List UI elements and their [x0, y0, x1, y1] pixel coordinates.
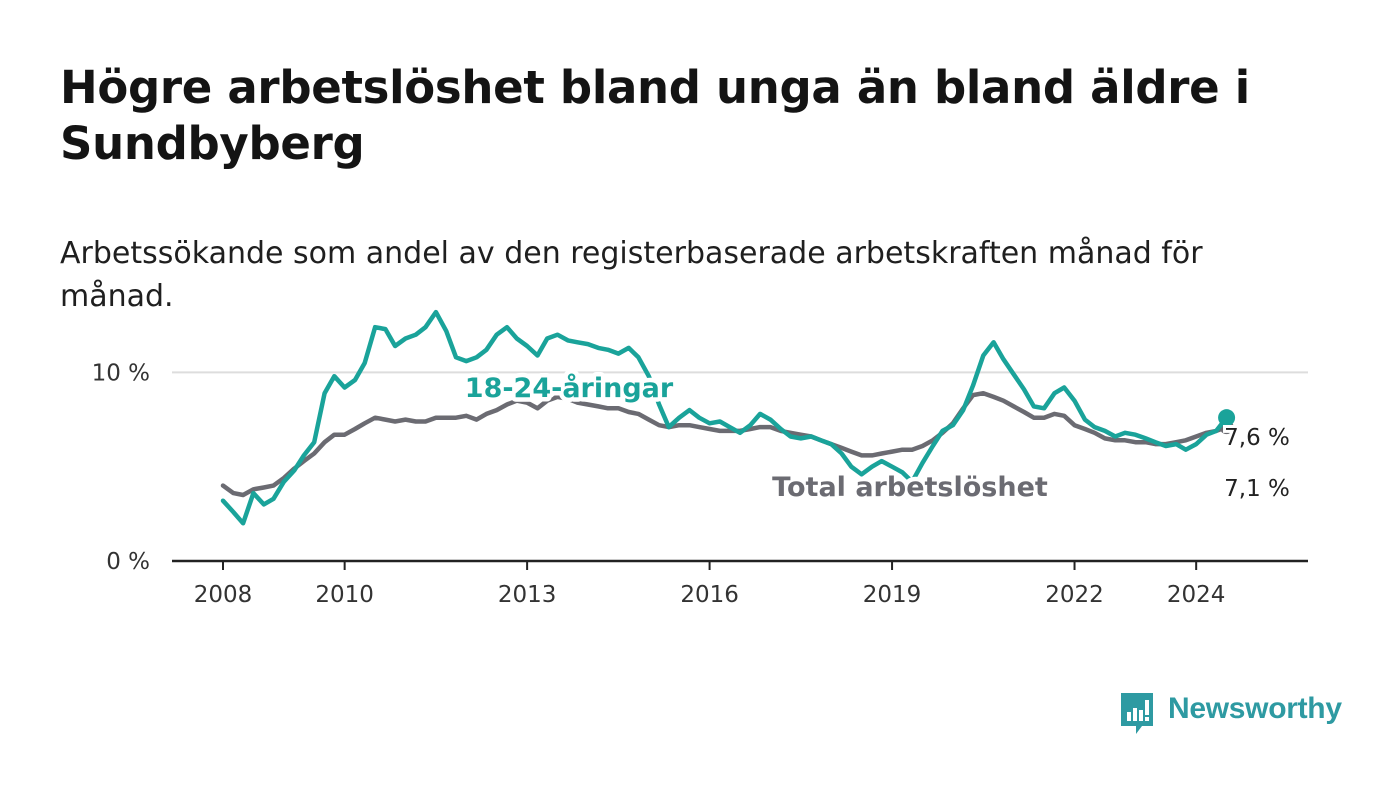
- series-label-young: 18-24-åringar: [465, 372, 674, 404]
- series-label-total: Total arbetslöshet: [772, 472, 1048, 503]
- newsworthy-logo-text: Newsworthy: [1168, 692, 1342, 725]
- labels: 0 % 10 % 2008 2010 2013 2016 2019 2022 2024 18-24…: [92, 360, 1293, 608]
- series-line-young: [220, 309, 1229, 526]
- chart-subtitle: Arbetssökande som andel av den registerb…: [60, 236, 1203, 314]
- series-lines: [220, 309, 1236, 526]
- x-tick-label: 2008: [194, 582, 253, 608]
- x-tick-label: 2013: [498, 582, 557, 608]
- newsworthy-logo-icon: [1121, 693, 1153, 734]
- x-tick-label: 2010: [315, 582, 374, 608]
- x-tick-label: 2016: [680, 582, 739, 608]
- x-tick-label: 2022: [1045, 582, 1104, 608]
- y-tick-label: 10 %: [92, 360, 150, 386]
- x-axis: [172, 559, 1308, 570]
- y-tick-label: 0 %: [106, 549, 150, 575]
- series-line-total: [220, 390, 1229, 498]
- chart-title: Högre arbetslöshet bland unga än bland ä…: [60, 61, 1250, 170]
- newsworthy-logo[interactable]: Newsworthy: [1118, 690, 1348, 736]
- end-point-young: [1218, 409, 1236, 427]
- x-tick-label: 2019: [863, 582, 922, 608]
- end-label-total: 7,1 %: [1224, 476, 1290, 502]
- end-label-young: 7,6 %: [1224, 425, 1290, 451]
- x-tick-label: 2024: [1167, 582, 1226, 608]
